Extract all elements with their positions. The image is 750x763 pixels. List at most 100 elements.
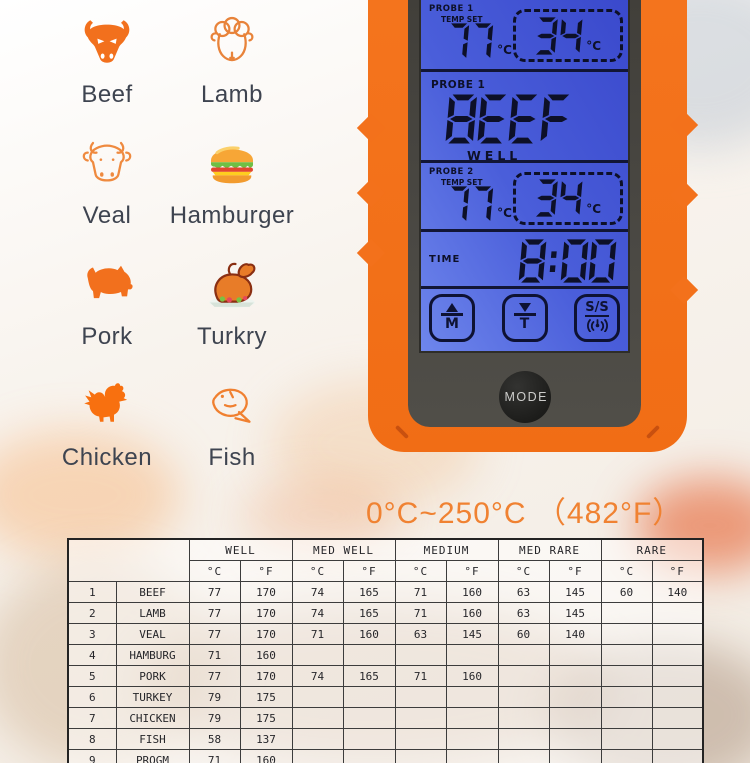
roast-turkey-icon	[203, 256, 261, 314]
table-row: 9 PROGM 71 160	[67, 749, 704, 763]
temp-value-cell: 160	[239, 644, 293, 666]
unit-fahrenheit: °F	[239, 560, 293, 582]
temp-set-label: TEMP SET	[441, 177, 483, 187]
doneness-temperature-table: WELL MED WELL MEDIUM MED RARE RARE °C °F…	[67, 538, 705, 763]
time-section: TIME	[421, 232, 628, 289]
row-index: 8	[67, 728, 117, 750]
temp-value-cell: 71	[394, 581, 447, 603]
meat-item-beef: Beef	[36, 10, 178, 131]
rooster-icon	[78, 377, 136, 435]
temp-value-cell	[600, 665, 653, 687]
table-row: 1 BEEF 77 170 74 165 71 160 63 145 60 140	[67, 581, 704, 603]
temp-value-cell	[342, 749, 396, 763]
temp-value-cell: 71	[188, 749, 241, 763]
temp-value-cell	[291, 644, 344, 666]
temp-value-cell: 175	[239, 707, 293, 729]
temp-value-cell: 145	[548, 602, 602, 624]
temp-value-cell	[497, 644, 550, 666]
temp-value-cell: 170	[239, 602, 293, 624]
celsius-unit: °C	[497, 205, 512, 220]
temp-value-cell	[394, 728, 447, 750]
temp-value-cell: 74	[291, 665, 344, 687]
meat-name-cell: VEAL	[115, 623, 190, 645]
probe1-set-temp-box: °C	[513, 9, 623, 62]
unit-fahrenheit: °F	[651, 560, 704, 582]
table-unit-row: °C °F °C °F °C °F °C °F °C °F	[68, 560, 704, 582]
temp-value-cell: 170	[239, 623, 293, 645]
temp-value-cell: 77	[188, 602, 241, 624]
meat-label: Turkry	[196, 323, 268, 350]
time-display	[518, 239, 620, 283]
meat-item-chicken: Chicken	[36, 373, 178, 494]
temp-value-cell: 63	[497, 602, 550, 624]
probe1-current-temp-digits	[445, 23, 496, 60]
table-row: 4 HAMBURG 71 160	[67, 644, 704, 666]
meat-name-cell: PORK	[115, 665, 190, 687]
side-grip	[356, 113, 386, 143]
table-group-header-row: WELL MED WELL MEDIUM MED RARE RARE	[67, 538, 704, 582]
temp-value-cell	[651, 644, 704, 666]
probe2-current-temp-digits	[445, 185, 496, 223]
meat-item-hamburger: Hamburger	[170, 131, 294, 252]
temp-value-cell	[394, 749, 447, 763]
fish-icon	[203, 377, 261, 435]
temp-value-cell: 140	[548, 623, 602, 645]
mode-button[interactable]: MODE	[498, 371, 551, 423]
meat-grid: Beef Lamb Veal Hamburger Pork Turkry Chicken Fi…	[36, 10, 294, 494]
up-mode-button[interactable]: M	[429, 293, 475, 342]
temp-value-cell	[548, 644, 602, 666]
meat-type-display	[445, 94, 575, 144]
col-group-medium: MEDIUM	[394, 538, 499, 561]
temp-value-cell	[600, 602, 653, 624]
temp-value-cell: 160	[445, 602, 499, 624]
temp-value-cell: 60	[600, 581, 653, 603]
temp-value-cell	[342, 728, 396, 750]
temp-value-cell	[497, 665, 550, 687]
temp-value-cell: 165	[342, 581, 396, 603]
pig-icon	[78, 256, 136, 314]
temp-value-cell	[651, 686, 704, 708]
meat-name-cell: HAMBURG	[115, 644, 190, 666]
down-timer-button[interactable]: T	[501, 293, 548, 342]
unit-celsius: °C	[394, 560, 447, 582]
temp-value-cell	[600, 707, 653, 729]
temp-value-cell	[497, 686, 550, 708]
temp-value-cell: 137	[239, 728, 293, 750]
table-row: 5 PORK 77 170 74 165 71 160	[67, 665, 704, 687]
probe2-set-temp-digits	[533, 179, 586, 217]
celsius-unit: °C	[497, 43, 512, 57]
up-button-label: M	[445, 316, 459, 333]
probe1-current-temp: °C	[447, 23, 512, 60]
temp-set-label: TEMP SET	[441, 15, 483, 24]
col-group-rare: RARE	[600, 538, 704, 561]
meat-item-lamb: Lamb	[178, 10, 286, 131]
temp-value-cell	[497, 728, 550, 750]
meat-label: Pork	[81, 323, 133, 350]
temp-value-cell: 145	[445, 623, 499, 645]
col-group-well: WELL	[188, 538, 293, 561]
temp-value-cell	[445, 728, 499, 750]
meat-label: Hamburger	[169, 202, 295, 229]
temp-value-cell: 71	[394, 602, 447, 624]
temp-value-cell: 71	[291, 623, 344, 645]
case-notch	[645, 424, 661, 440]
meat-name-cell: FISH	[115, 728, 190, 750]
temp-value-cell	[291, 707, 344, 729]
start-stop-button[interactable]: S/S	[574, 293, 620, 342]
meat-label: Veal	[82, 202, 132, 229]
temp-value-cell	[548, 707, 602, 729]
probe2-current-temp: °C	[445, 185, 512, 223]
doneness-label: WELL	[467, 148, 522, 164]
unit-fahrenheit: °F	[548, 560, 602, 582]
meat-name-cell: CHICKEN	[115, 707, 190, 729]
cow-head-icon	[78, 135, 136, 193]
sheep-head-icon	[203, 14, 261, 72]
probe1-temp-section: PROBE 1 TEMP SET °C °C	[421, 0, 628, 73]
temp-value-cell: 170	[239, 665, 293, 687]
unit-celsius: °C	[291, 560, 344, 582]
probe1-set-temp-digits	[533, 16, 586, 55]
temp-value-cell: 63	[394, 623, 447, 645]
side-grip	[356, 178, 386, 208]
meat-item-veal: Veal	[36, 131, 178, 252]
unit-fahrenheit: °F	[342, 560, 396, 582]
